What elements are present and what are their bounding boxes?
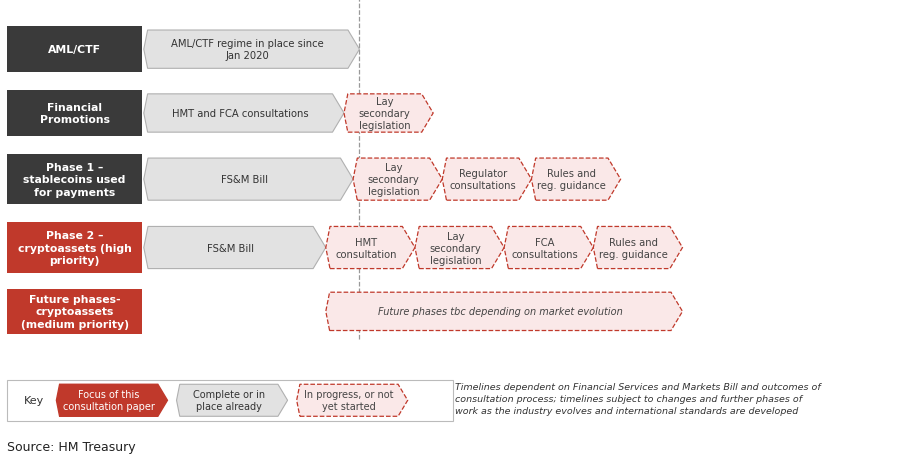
Polygon shape bbox=[593, 227, 682, 269]
Text: Lay
secondary
legislation: Lay secondary legislation bbox=[430, 231, 481, 265]
Polygon shape bbox=[344, 95, 433, 133]
Text: HMT
consultation: HMT consultation bbox=[336, 237, 397, 259]
Text: Lay
secondary
legislation: Lay secondary legislation bbox=[368, 163, 420, 197]
FancyBboxPatch shape bbox=[7, 27, 142, 73]
FancyBboxPatch shape bbox=[7, 380, 453, 421]
Text: Phase 2 –
cryptoassets (high
priority): Phase 2 – cryptoassets (high priority) bbox=[17, 231, 132, 265]
Polygon shape bbox=[144, 159, 353, 201]
Polygon shape bbox=[56, 384, 167, 416]
Text: Rules and
reg. guidance: Rules and reg. guidance bbox=[538, 169, 606, 191]
Polygon shape bbox=[442, 159, 531, 201]
Text: In progress, or not
yet started: In progress, or not yet started bbox=[304, 389, 394, 411]
Text: Phase 1 –
stablecoins used
for payments: Phase 1 – stablecoins used for payments bbox=[24, 162, 126, 197]
Text: FS&M Bill: FS&M Bill bbox=[221, 175, 268, 185]
Polygon shape bbox=[504, 227, 593, 269]
FancyBboxPatch shape bbox=[7, 223, 142, 273]
Text: Key: Key bbox=[24, 395, 44, 405]
Polygon shape bbox=[326, 293, 682, 331]
Text: Financial
Promotions: Financial Promotions bbox=[40, 102, 109, 125]
Text: HMT and FCA consultations: HMT and FCA consultations bbox=[172, 109, 308, 119]
FancyBboxPatch shape bbox=[7, 289, 142, 334]
Polygon shape bbox=[353, 159, 442, 201]
Text: Focus of this
consultation paper: Focus of this consultation paper bbox=[63, 389, 155, 411]
Text: Regulator
consultations: Regulator consultations bbox=[450, 169, 516, 191]
Polygon shape bbox=[144, 31, 359, 69]
Text: AML/CTF regime in place since
Jan 2020: AML/CTF regime in place since Jan 2020 bbox=[171, 39, 324, 61]
Text: FCA
consultations: FCA consultations bbox=[511, 237, 578, 259]
Text: Lay
secondary
legislation: Lay secondary legislation bbox=[359, 97, 410, 131]
Polygon shape bbox=[415, 227, 504, 269]
Polygon shape bbox=[177, 384, 288, 416]
Polygon shape bbox=[144, 95, 344, 133]
Text: Timelines dependent on Financial Services and Markets Bill and outcomes of
consu: Timelines dependent on Financial Service… bbox=[455, 382, 821, 415]
Text: Complete or in
place already: Complete or in place already bbox=[193, 389, 265, 411]
Text: AML/CTF: AML/CTF bbox=[48, 45, 101, 55]
FancyBboxPatch shape bbox=[7, 155, 142, 205]
Text: Future phases tbc depending on market evolution: Future phases tbc depending on market ev… bbox=[378, 307, 622, 317]
Polygon shape bbox=[326, 227, 415, 269]
Polygon shape bbox=[297, 384, 408, 416]
Polygon shape bbox=[531, 159, 621, 201]
Text: Source: HM Treasury: Source: HM Treasury bbox=[7, 440, 136, 453]
FancyBboxPatch shape bbox=[7, 91, 142, 136]
Text: Future phases-
cryptoassets
(medium priority): Future phases- cryptoassets (medium prio… bbox=[21, 294, 128, 329]
Polygon shape bbox=[144, 227, 326, 269]
Text: FS&M Bill: FS&M Bill bbox=[207, 243, 254, 253]
Text: Rules and
reg. guidance: Rules and reg. guidance bbox=[600, 237, 668, 259]
